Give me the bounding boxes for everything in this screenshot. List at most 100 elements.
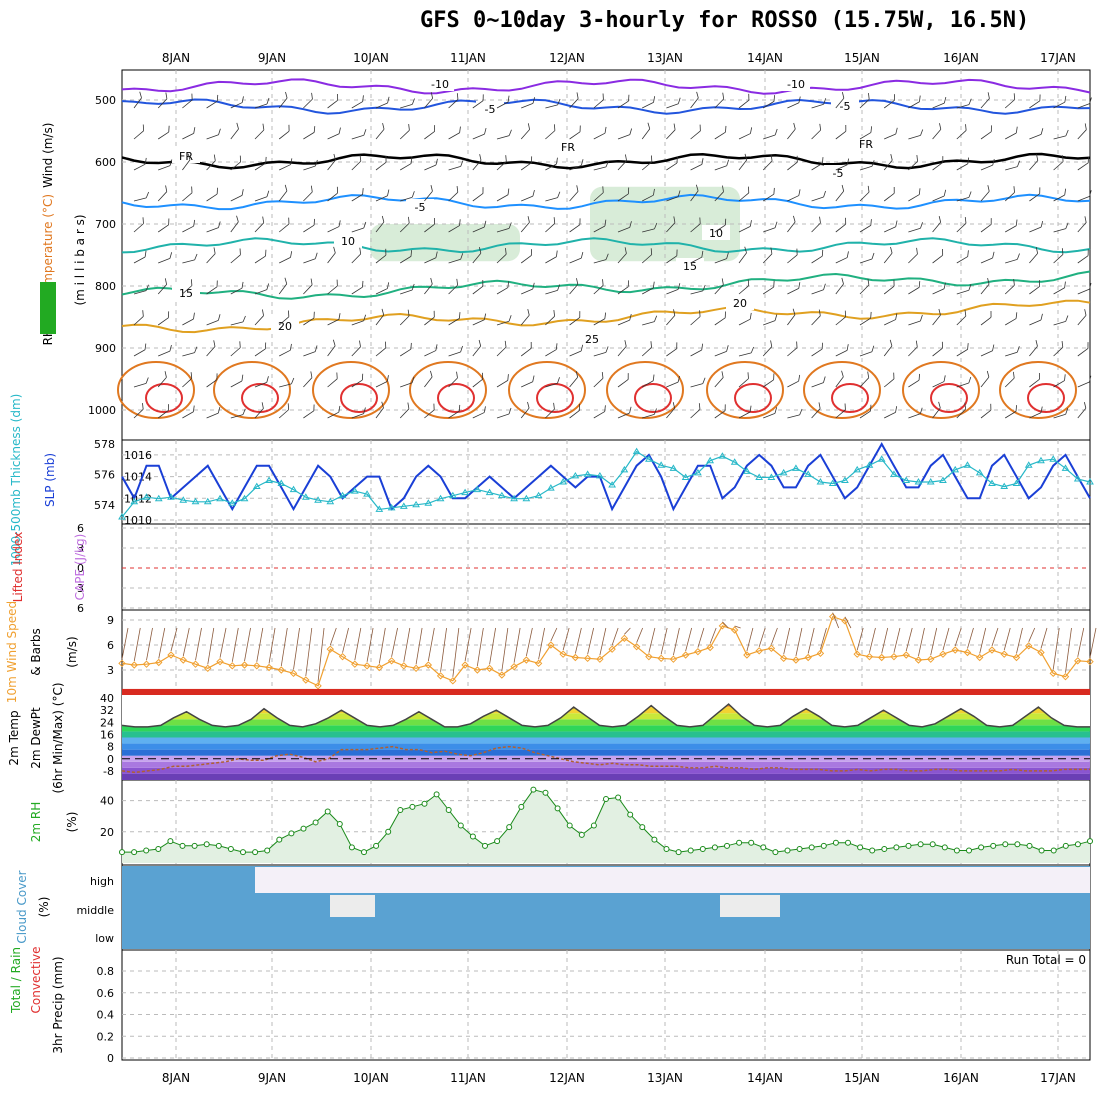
wind10-barb: [685, 627, 693, 652]
isotherm-30-blob: [536, 383, 574, 413]
isotherm-5: [121, 193, 1091, 211]
date-label-bottom: 17JAN: [1040, 1071, 1076, 1085]
wind-barb: [642, 374, 655, 388]
wind-barb: [230, 215, 239, 233]
wind10-marker: [351, 660, 359, 668]
wind10-barb: [648, 627, 656, 653]
wind-barb: [569, 185, 579, 202]
thickness-marker: [1000, 482, 1009, 490]
date-label-top: 13JAN: [647, 51, 683, 65]
rh-marker: [603, 796, 609, 803]
isotherm--5: [121, 98, 1091, 115]
wind-barb: [1053, 248, 1064, 264]
temp-band: [122, 725, 1090, 732]
wind10-marker: [816, 649, 825, 658]
date-label-top: 11JAN: [450, 51, 486, 65]
wind-barb: [593, 219, 607, 233]
wind10-barb: [231, 627, 239, 662]
wind-barb: [1053, 281, 1066, 295]
isotherm-label: 20: [278, 320, 292, 333]
wind-barb: [738, 405, 752, 419]
wind-barb: [738, 220, 752, 233]
wind-barb: [158, 159, 173, 171]
wind-barb: [278, 124, 290, 140]
wind-barb: [932, 401, 941, 419]
isotherm-label-bg: [406, 199, 434, 214]
wind-barb: [351, 188, 364, 202]
rh-marker: [336, 821, 343, 827]
wind-barb: [133, 250, 147, 264]
wind-barb: [859, 126, 873, 140]
wind-barb: [859, 219, 872, 233]
wind-barb: [666, 309, 676, 326]
wind-barb: [859, 345, 875, 357]
wind10-marker: [583, 654, 592, 663]
wind-barb: [641, 155, 653, 171]
wind-barb: [424, 158, 438, 171]
thickness-line: [121, 450, 1091, 518]
isotherm-label: FR: [179, 150, 193, 163]
thickness-marker: [828, 479, 837, 487]
wind10-marker: [216, 657, 224, 666]
rh-marker: [832, 839, 839, 846]
li-tick: 3: [77, 542, 84, 555]
wind-barb: [182, 219, 196, 233]
thickness-marker: [375, 505, 384, 512]
date-label-bottom: 15JAN: [844, 1071, 880, 1085]
wind-barb: [327, 220, 341, 233]
wind-barb: [859, 252, 875, 264]
wind-barb: [642, 188, 655, 202]
wind-barb: [714, 278, 724, 295]
wind-barb: [1077, 402, 1087, 419]
wind-barb: [617, 221, 632, 233]
wind-barb: [811, 402, 821, 419]
wind10-barb: [342, 627, 349, 653]
wind-barb: [133, 377, 149, 388]
rh-marker: [663, 845, 670, 852]
wind10-marker: [534, 659, 543, 668]
thickness-marker: [277, 479, 286, 487]
wind-barb: [884, 220, 898, 233]
wind-barb: [520, 341, 532, 357]
wind-barb: [714, 185, 724, 202]
rh-ylabel: 2m RH: [29, 802, 43, 843]
wind-barb: [375, 215, 385, 233]
temp-band: [122, 743, 1090, 750]
li-tick: 6: [77, 522, 84, 535]
wind-barb: [956, 376, 972, 388]
wind-barb: [1004, 186, 1015, 202]
wind10-barb: [268, 627, 276, 664]
isotherm-30-blob: [241, 383, 279, 413]
rh-marker: [131, 849, 138, 856]
wind-barb: [956, 309, 967, 326]
wind-barb: [932, 375, 946, 388]
wind-barb: [569, 403, 581, 419]
isotherm-25-blob: [312, 361, 390, 419]
isotherm-label-bg: [831, 98, 859, 113]
isotherm-label: -10: [787, 78, 805, 91]
wind-barb: [811, 157, 824, 171]
wind-barb: [690, 403, 701, 419]
cloud-tick: high: [90, 875, 114, 888]
isotherm-label-bg: [426, 76, 454, 91]
wind10-marker: [179, 656, 187, 664]
wind-barb: [690, 250, 704, 264]
wind-barb: [279, 251, 293, 264]
precip-tick: 0.8: [97, 965, 115, 978]
temp-tick: 24: [100, 716, 114, 729]
wind10-marker: [228, 662, 236, 670]
wind-barb: [956, 191, 972, 202]
wind-barb: [278, 217, 290, 233]
wind10-barb: [599, 627, 607, 656]
rh-marker: [385, 828, 392, 835]
isotherm-25-blob: [409, 361, 487, 419]
wind-barb: [932, 189, 947, 202]
wind10-marker: [988, 646, 996, 654]
wind-barb: [883, 372, 895, 388]
thickness-marker: [497, 491, 506, 499]
wind-barb: [690, 343, 704, 357]
temp-band: [122, 688, 1090, 695]
rh-marker: [966, 847, 972, 854]
wind-barb: [230, 341, 241, 357]
wind-barb: [811, 249, 824, 264]
